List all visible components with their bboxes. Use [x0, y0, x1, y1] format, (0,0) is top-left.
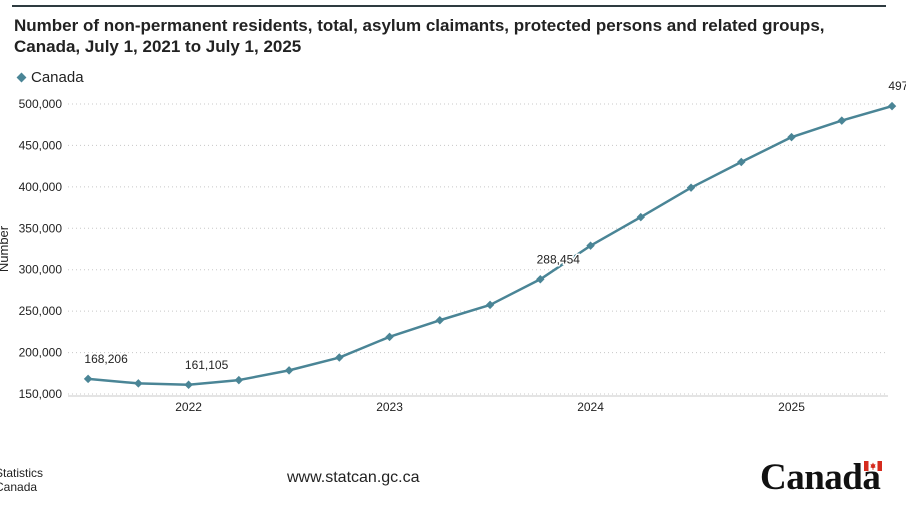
data-point [887, 101, 897, 111]
canada-wordmark: Canada [760, 457, 881, 498]
data-point [234, 375, 244, 385]
canada-flag-icon [864, 461, 882, 471]
data-label: 497,443 [888, 79, 906, 93]
y-tick-label: 500,000 [19, 97, 63, 111]
data-point [83, 374, 93, 384]
org-line-1: Statistics [0, 466, 44, 480]
data-point [284, 366, 294, 375]
y-tick-label: 350,000 [19, 221, 63, 235]
org-line-2: Canada [0, 480, 38, 494]
y-tick-label: 150,000 [19, 387, 63, 401]
y-tick-label: 400,000 [19, 180, 63, 194]
x-tick-label: 2025 [778, 400, 805, 414]
data-point [435, 316, 445, 325]
data-point [737, 157, 746, 167]
statcan-signature: Statistics Canada [0, 466, 43, 494]
y-tick-label: 200,000 [19, 346, 63, 360]
data-point [536, 275, 545, 284]
top-rule [12, 5, 886, 7]
data-point [184, 380, 193, 390]
data-label: 288,454 [537, 252, 581, 266]
y-tick-label: 300,000 [19, 263, 63, 277]
x-tick-label: 2022 [175, 400, 202, 414]
data-point [787, 132, 796, 142]
data-point [485, 300, 495, 310]
y-tick-label: 450,000 [19, 138, 63, 152]
data-point [134, 379, 143, 388]
y-axis-label: Number [0, 225, 11, 272]
series-line [87, 104, 893, 387]
x-tick-label: 2023 [376, 400, 403, 414]
data-label: 168,206 [84, 352, 128, 366]
legend[interactable]: Canada [14, 69, 84, 86]
y-tick-label: 250,000 [19, 304, 63, 318]
legend-label: Canada [31, 69, 84, 86]
footer-url[interactable]: www.statcan.gc.ca [287, 469, 420, 486]
data-point [385, 332, 394, 342]
data-label: 161,105 [185, 358, 229, 372]
x-tick-label: 2024 [577, 400, 604, 414]
data-point [335, 353, 344, 362]
data-point [837, 116, 847, 125]
chart-title: Number of non-permanent residents, total… [14, 16, 825, 56]
